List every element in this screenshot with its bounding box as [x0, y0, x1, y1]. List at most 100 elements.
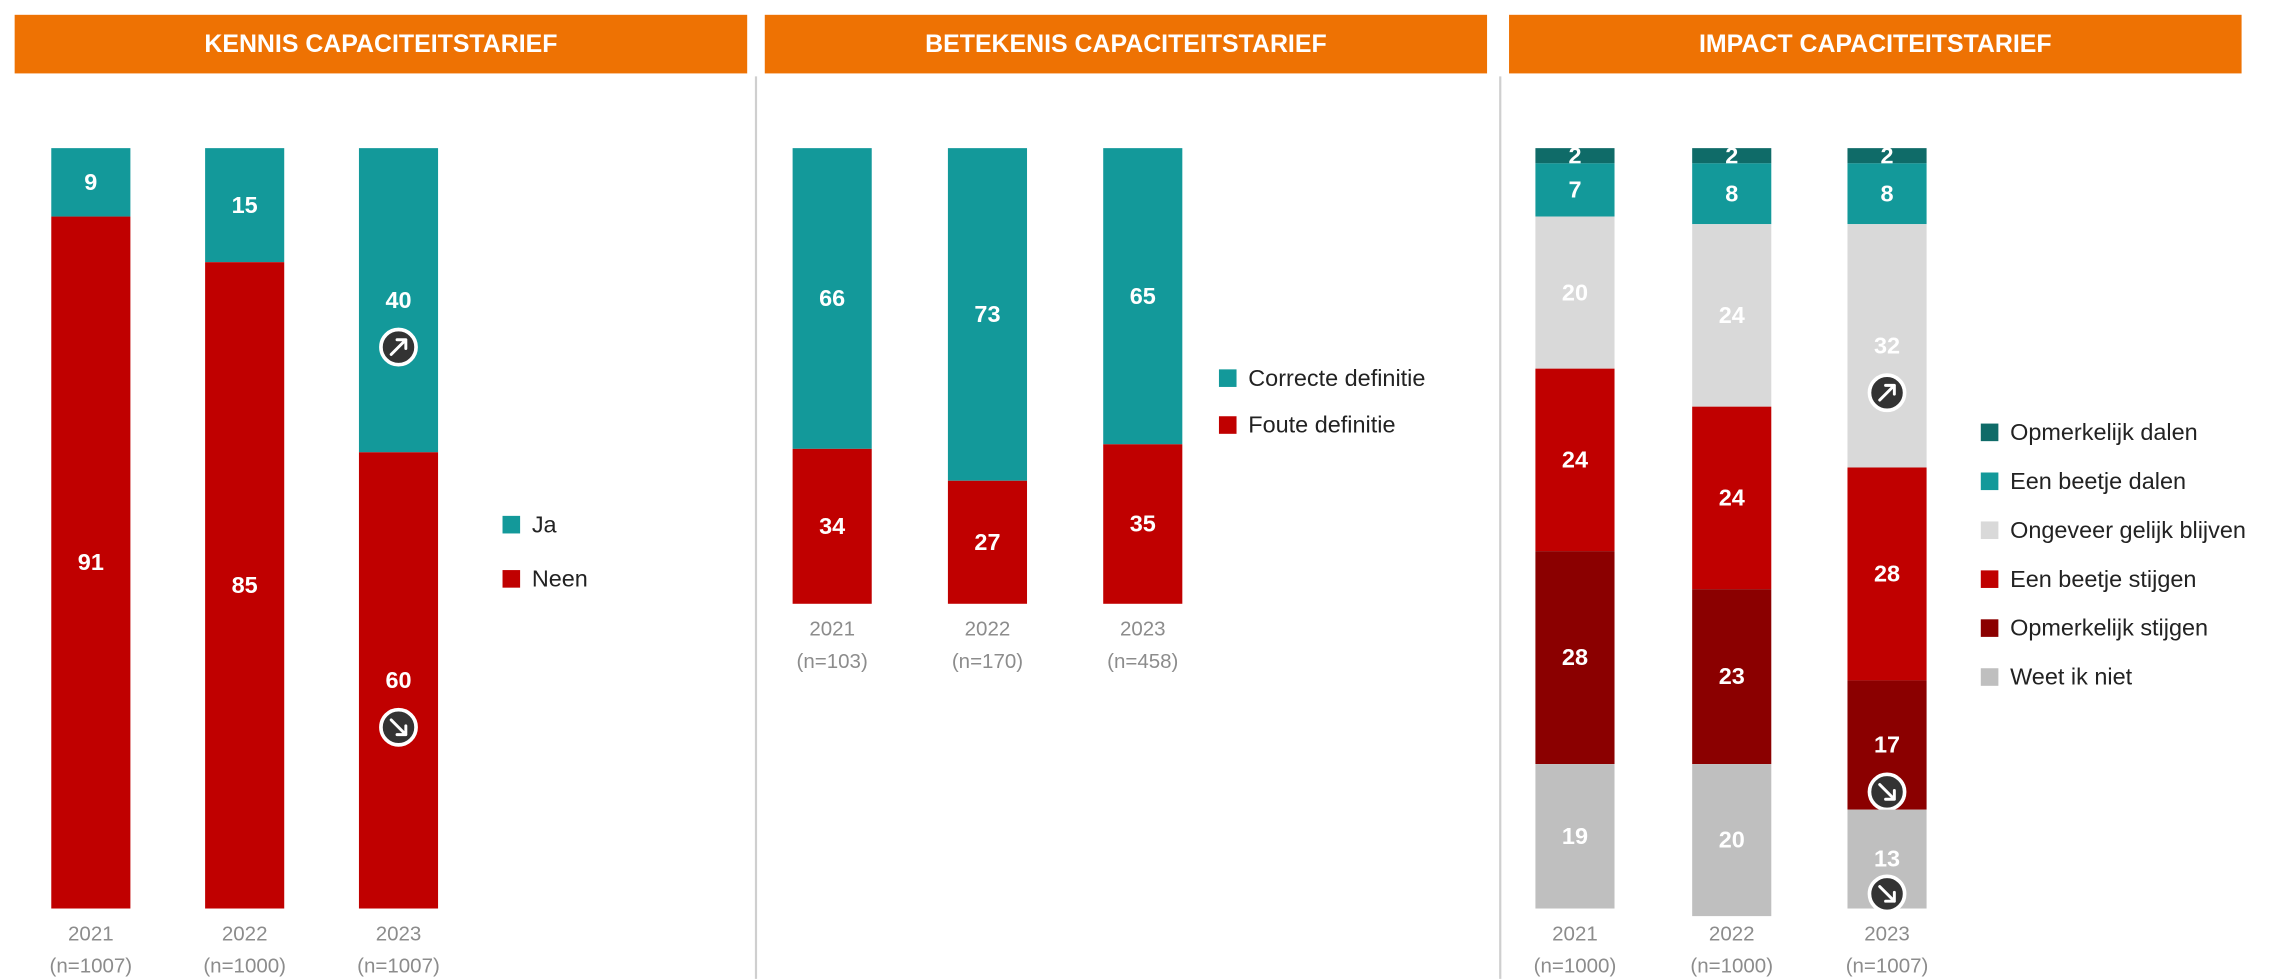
data-label: 15 — [232, 192, 258, 218]
data-label: 73 — [974, 301, 1000, 327]
bar-segment — [1692, 163, 1772, 225]
trend-icon — [1867, 772, 1907, 812]
bar-segment — [1535, 163, 1615, 217]
panel-title: BETEKENIS CAPACITEITSTARIEF — [925, 30, 1327, 58]
bar-segment — [1692, 589, 1772, 765]
bar-segment — [205, 262, 285, 909]
panel-header — [1509, 14, 2242, 74]
bar-segment — [1103, 148, 1183, 445]
bar-segment — [358, 452, 439, 909]
legend-swatch — [1980, 521, 1999, 540]
data-label: 85 — [232, 572, 258, 598]
bar-segment — [1847, 224, 1927, 468]
x-tick-label: 2023 — [1864, 922, 1910, 945]
legend-swatch — [1218, 416, 1237, 434]
data-label: 24 — [1719, 485, 1745, 511]
bar-segment — [1692, 224, 1772, 407]
data-label: 24 — [1719, 302, 1745, 328]
data-label: 28 — [1874, 561, 1900, 587]
bar-segment — [205, 148, 285, 263]
legend-swatch — [502, 515, 521, 534]
legend-swatch — [502, 570, 521, 588]
sample-size-label: (n=458) — [1107, 650, 1178, 673]
x-tick-label: 2022 — [1709, 922, 1755, 945]
data-label: 23 — [1719, 663, 1745, 689]
trend-icon — [1867, 373, 1907, 413]
panel-title: IMPACT CAPACITEITSTARIEF — [1699, 30, 2052, 58]
sample-size-label: (n=1007) — [50, 955, 133, 978]
bar-segment — [1847, 467, 1927, 681]
bar-segment — [792, 148, 872, 449]
data-label: 34 — [819, 513, 845, 539]
data-label: 20 — [1562, 279, 1588, 305]
bar-segment — [1847, 163, 1927, 225]
trend-arrow — [1878, 383, 1896, 402]
data-label: 7 — [1568, 177, 1581, 203]
data-label: 35 — [1130, 511, 1156, 537]
data-label: 40 — [385, 287, 411, 313]
trend-icon — [379, 327, 418, 367]
x-tick-label: 2023 — [376, 922, 422, 945]
legend-label: Ja — [532, 511, 558, 537]
legend-label: Een beetje stijgen — [2010, 566, 2196, 592]
legend-swatch — [1980, 619, 1999, 637]
trend-arrow — [389, 718, 408, 737]
legend-label: Correcte definitie — [1248, 365, 1425, 391]
trend-arrow — [1878, 783, 1896, 801]
panel-title: KENNIS CAPACITEITSTARIEF — [204, 30, 557, 58]
bar-segment — [1535, 148, 1615, 164]
legend-label: Ongeveer gelijk blijven — [2010, 517, 2246, 543]
sample-size-label: (n=103) — [797, 650, 868, 673]
bar-segment — [51, 216, 131, 909]
sample-size-label: (n=170) — [952, 650, 1023, 673]
x-tick-label: 2022 — [222, 922, 268, 945]
trend-arrow — [389, 338, 408, 356]
data-label: 2 — [1881, 142, 1894, 168]
bar-segment — [1535, 551, 1615, 765]
data-label: 2 — [1725, 142, 1738, 168]
data-label: 9 — [84, 169, 97, 195]
trend-icon — [379, 707, 418, 747]
x-tick-label: 2021 — [68, 922, 114, 945]
sample-size-label: (n=1000) — [1690, 955, 1773, 978]
data-label: 28 — [1562, 644, 1588, 670]
data-label: 60 — [385, 667, 411, 693]
legend-label: Een beetje dalen — [2010, 468, 2186, 494]
legend-label: Opmerkelijk dalen — [2010, 419, 2198, 445]
data-label: 32 — [1874, 332, 1900, 358]
bar-segment — [1103, 444, 1183, 604]
bar-segment — [1847, 148, 1927, 164]
legend-swatch — [1218, 369, 1237, 387]
bar-segment — [1692, 406, 1772, 590]
bar-segment — [1692, 764, 1772, 917]
x-tick-label: 2021 — [809, 618, 855, 641]
data-label: 19 — [1562, 823, 1588, 849]
data-label: 66 — [819, 285, 845, 311]
bar-segment — [792, 448, 872, 604]
bar-segment — [1692, 148, 1772, 164]
legend-swatch — [1980, 570, 1999, 588]
trend-arrow — [1878, 885, 1896, 903]
data-label: 27 — [974, 529, 1000, 555]
sample-size-label: (n=1000) — [1534, 955, 1617, 978]
legend-swatch — [1980, 668, 1999, 686]
bar-segment — [1535, 368, 1615, 552]
data-label: 8 — [1881, 180, 1894, 206]
sample-size-label: (n=1007) — [357, 955, 440, 978]
legend-label: Opmerkelijk stijgen — [2010, 615, 2208, 641]
bar-segment — [1535, 216, 1615, 369]
trend-icon — [1867, 874, 1907, 914]
sample-size-label: (n=1000) — [203, 955, 286, 978]
data-label: 65 — [1130, 283, 1156, 309]
panel-header — [14, 14, 748, 74]
legend-swatch — [1980, 472, 1999, 491]
bar-segment — [51, 148, 131, 217]
legend-swatch — [1980, 423, 1999, 442]
data-label: 13 — [1874, 846, 1900, 872]
bar-segment — [947, 148, 1028, 481]
sample-size-label: (n=1007) — [1846, 955, 1929, 978]
bar-segment — [358, 148, 439, 453]
data-label: 91 — [78, 549, 104, 575]
